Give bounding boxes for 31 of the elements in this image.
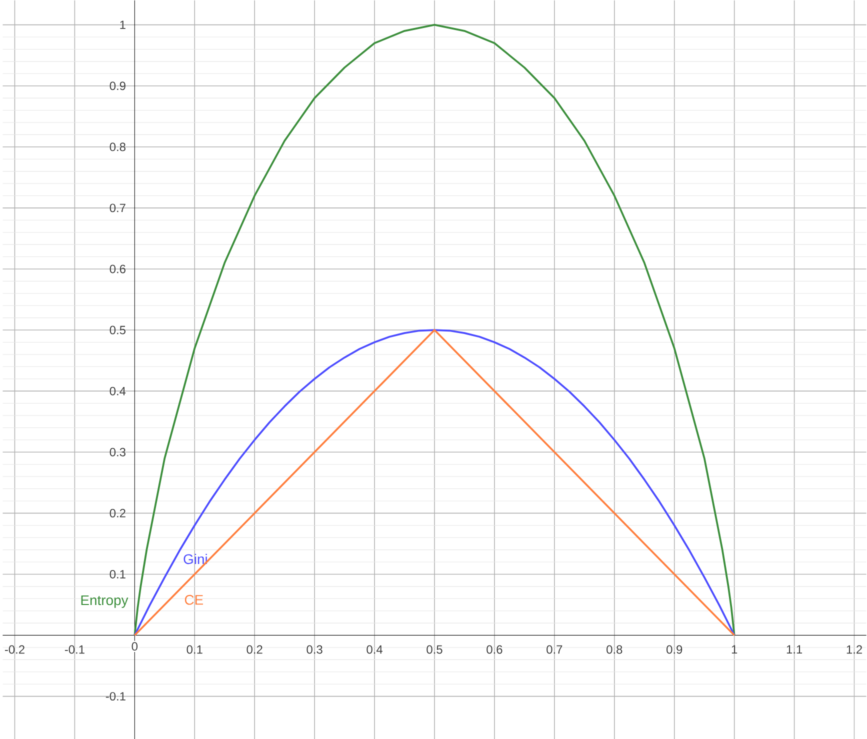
y-tick-label: 0.3 (110, 448, 126, 456)
x-tick-label: -0.2 (4, 645, 24, 654)
y-tick-label: 0.2 (110, 508, 126, 518)
x-tick-label: 1 (732, 645, 738, 654)
y-tick-label: 0.8 (110, 142, 126, 151)
x-tick-label: 0.9 (666, 645, 682, 654)
x-tick-label: 0 (132, 642, 138, 650)
series-label: Entropy (81, 595, 128, 608)
y-tick-label: 0.9 (110, 81, 126, 90)
x-tick-label: 0.6 (486, 645, 502, 654)
line-series (134, 24, 736, 636)
x-tick-label: 0.1 (186, 645, 202, 654)
series-label: Gini (184, 554, 207, 564)
y-tick-label: 0.4 (110, 386, 126, 396)
y-tick-label: 0.6 (110, 264, 126, 274)
y-tick-label: -0.1 (106, 692, 126, 700)
line-series (134, 328, 736, 636)
x-tick-label: 0.2 (246, 645, 262, 654)
y-tick-label: 0.7 (110, 203, 126, 212)
x-tick-label: 0.7 (546, 645, 562, 654)
x-tick-label: 0.3 (306, 645, 322, 654)
series-label: CE (184, 594, 203, 605)
x-tick-label: 1.1 (786, 645, 802, 654)
x-tick-label: 0.4 (366, 645, 382, 654)
x-tick-label: -0.1 (64, 645, 84, 654)
y-tick-label: 1 (120, 20, 126, 29)
y-tick-label: 0.5 (110, 326, 126, 334)
x-tick-label: 0.8 (606, 645, 622, 654)
x-tick-label: 0.5 (426, 645, 442, 654)
y-tick-label: 0.1 (110, 570, 126, 578)
x-tick-label: 1.2 (846, 645, 862, 654)
